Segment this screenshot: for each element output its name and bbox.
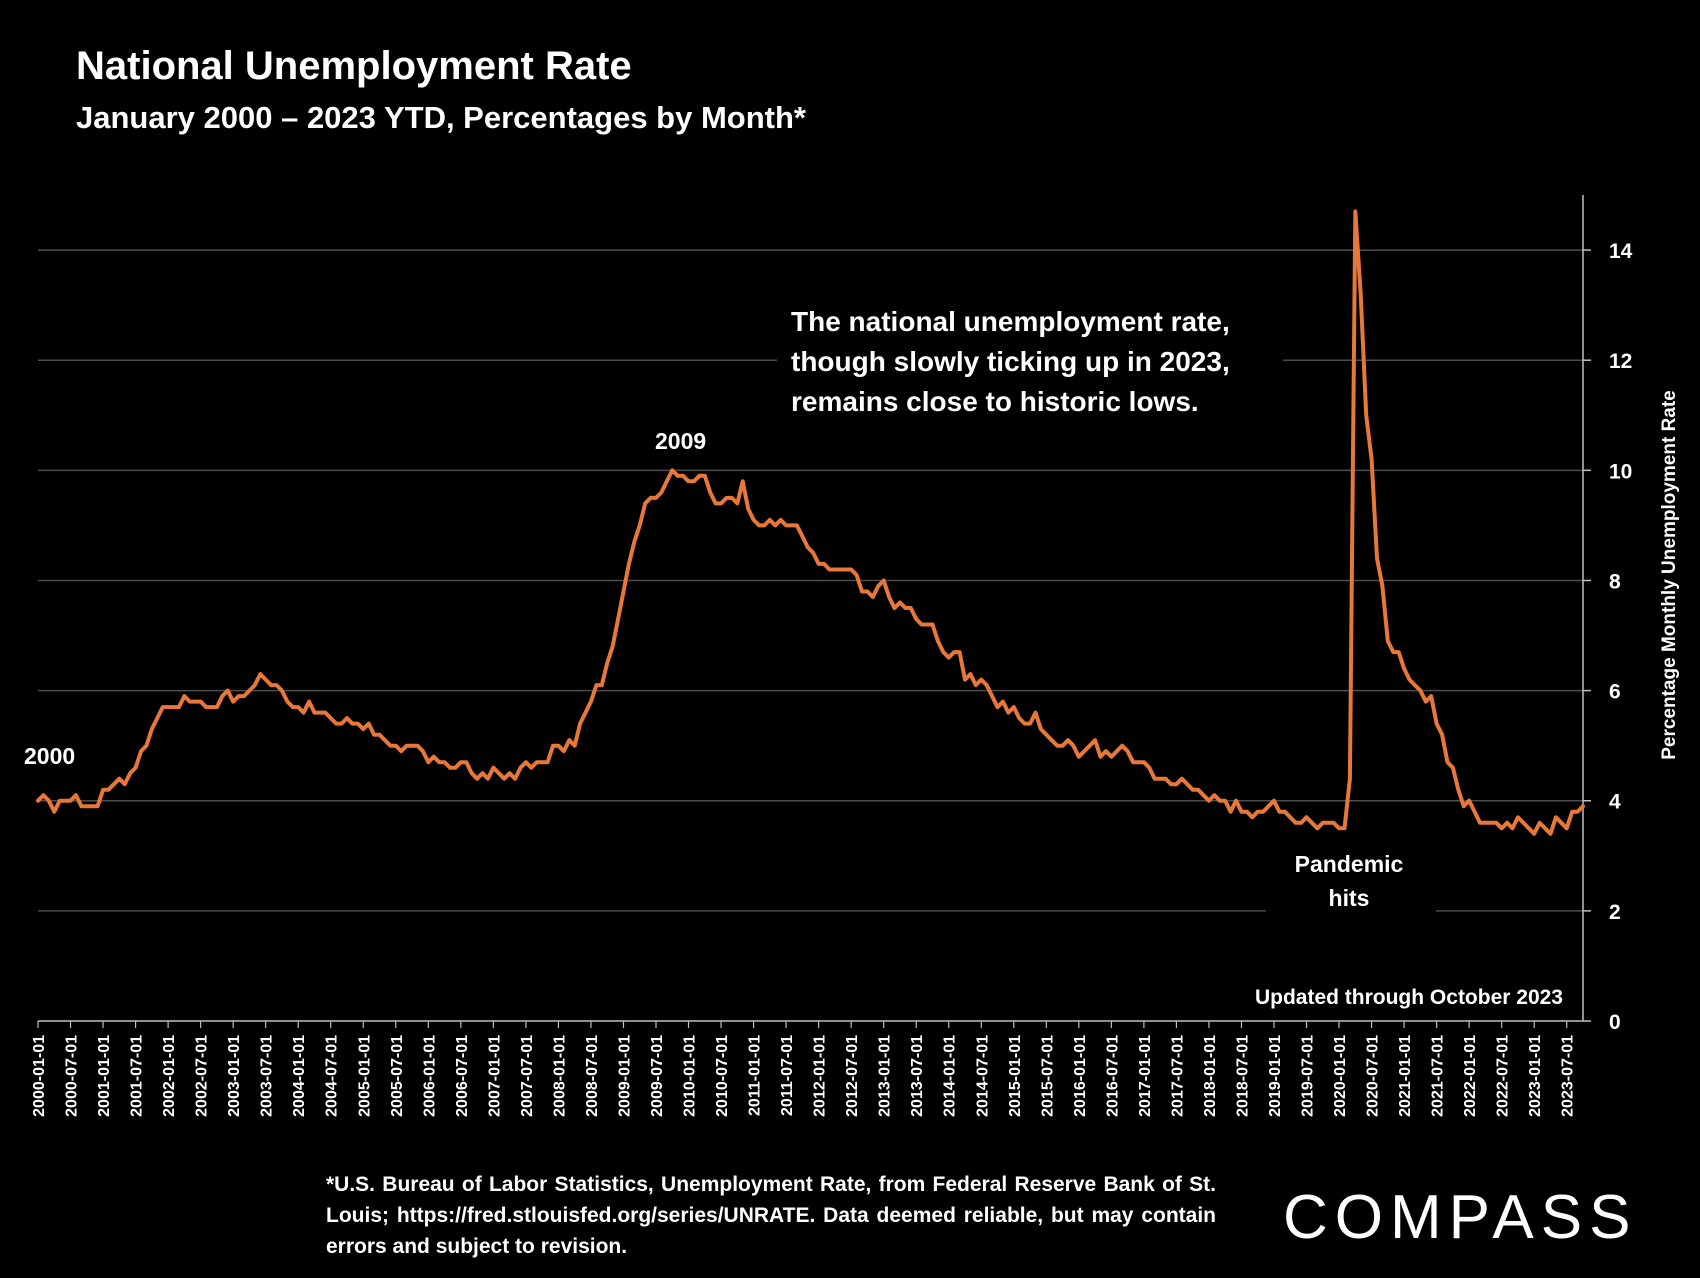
x-tick-label-2000-01-01: 2000-01-01 — [31, 1035, 48, 1117]
x-tick-label-2003-01-01: 2003-01-01 — [226, 1035, 243, 1117]
y-tick-label-8: 8 — [1609, 570, 1621, 593]
x-tick-label-2008-07-01: 2008-07-01 — [584, 1035, 601, 1117]
x-tick-label-2001-07-01: 2001-07-01 — [129, 1035, 146, 1117]
annotation-pandemic-line1: Pandemic — [1295, 851, 1404, 877]
x-tick-label-2005-01-01: 2005-01-01 — [356, 1035, 373, 1117]
x-tick-label-2023-01-01: 2023-01-01 — [1527, 1035, 1544, 1117]
x-tick-label-2011-01-01: 2011-01-01 — [747, 1035, 764, 1116]
source-footnote: *U.S. Bureau of Labor Statistics, Unempl… — [326, 1173, 1216, 1258]
x-tick-labels: 2000-01-01 2000-07-01 2001-01-01 2001-07-01… — [31, 1035, 1577, 1117]
x-tick-label-2007-07-01: 2007-07-01 — [519, 1035, 536, 1117]
x-tick-label-2010-07-01: 2010-07-01 — [714, 1035, 731, 1117]
x-tick-label-2005-07-01: 2005-07-01 — [389, 1035, 406, 1117]
x-tick-label-2021-01-01: 2021-01-01 — [1397, 1035, 1414, 1117]
x-tick-label-2008-01-01: 2008-01-01 — [551, 1035, 568, 1117]
unemployment-line-chart: 0 2 4 6 8 10 12 14 2000-01-01 2000-07-01 2001-01-… — [24, 195, 1680, 1117]
x-tick-label-2013-07-01: 2013-07-01 — [909, 1035, 926, 1117]
x-tick-label-2018-07-01: 2018-07-01 — [1234, 1035, 1251, 1117]
x-tick-label-2004-07-01: 2004-07-01 — [324, 1035, 341, 1117]
annotation-pandemic-line2: hits — [1329, 885, 1370, 911]
x-tick-label-2015-01-01: 2015-01-01 — [1007, 1035, 1024, 1117]
y-tick-label-2: 2 — [1609, 901, 1621, 924]
x-tick-label-2009-07-01: 2009-07-01 — [649, 1035, 666, 1117]
x-tick-label-2016-07-01: 2016-07-01 — [1104, 1035, 1121, 1117]
annotation-message-line2: though slowly ticking up in 2023, — [791, 346, 1230, 377]
series-line-unemployment-rate — [36, 209, 1585, 836]
x-tick-label-2012-01-01: 2012-01-01 — [812, 1035, 829, 1117]
annotation-2009: 2009 — [655, 428, 706, 454]
compass-logo-text: COMPASS — [1283, 1183, 1637, 1250]
x-tick-label-2017-01-01: 2017-01-01 — [1137, 1035, 1154, 1117]
x-tick-label-2019-07-01: 2019-07-01 — [1300, 1035, 1317, 1117]
x-tick-label-2004-01-01: 2004-01-01 — [291, 1035, 308, 1117]
x-tick-label-2002-07-01: 2002-07-01 — [194, 1035, 211, 1117]
x-tick-label-2019-01-01: 2019-01-01 — [1267, 1035, 1284, 1117]
x-tick-label-2012-07-01: 2012-07-01 — [844, 1035, 861, 1117]
y-tick-label-6: 6 — [1609, 681, 1621, 704]
pandemic-backdrop — [1266, 845, 1436, 915]
y-tick-label-14: 14 — [1609, 240, 1633, 263]
page-title: National Unemployment Rate — [76, 44, 632, 88]
x-tick-label-2001-01-01: 2001-01-01 — [96, 1035, 113, 1117]
series-layer — [36, 209, 1585, 836]
annotation-updated: Updated through October 2023 — [1255, 986, 1563, 1009]
x-tick-label-2014-01-01: 2014-01-01 — [942, 1035, 959, 1117]
x-tick-label-2023-07-01: 2023-07-01 — [1560, 1035, 1577, 1117]
annotation-message-line1: The national unemployment rate, — [791, 306, 1230, 337]
x-tick-label-2017-07-01: 2017-07-01 — [1169, 1035, 1186, 1117]
x-tick-label-2020-01-01: 2020-01-01 — [1332, 1035, 1349, 1117]
x-tick-label-2016-01-01: 2016-01-01 — [1072, 1035, 1089, 1117]
annotation-2000: 2000 — [24, 743, 75, 769]
y-tick-label-10: 10 — [1609, 460, 1632, 483]
page-subtitle: January 2000 – 2023 YTD, Percentages by … — [76, 100, 806, 135]
y-tick-label-4: 4 — [1609, 791, 1621, 814]
y-tick-label-12: 12 — [1609, 350, 1632, 373]
y-axis-title: Percentage Monthly Unemployment Rate — [1659, 390, 1680, 760]
y-tick-labels: 0 2 4 6 8 10 12 14 — [1609, 240, 1633, 1034]
x-tick-label-2018-01-01: 2018-01-01 — [1202, 1035, 1219, 1117]
message-backdrop — [777, 298, 1283, 422]
axes — [37, 195, 1591, 1028]
x-tick-label-2006-07-01: 2006-07-01 — [454, 1035, 471, 1117]
x-tick-label-2003-07-01: 2003-07-01 — [259, 1035, 276, 1117]
x-tick-label-2022-01-01: 2022-01-01 — [1462, 1035, 1479, 1117]
x-tick-label-2002-01-01: 2002-01-01 — [161, 1035, 178, 1117]
x-tick-label-2015-07-01: 2015-07-01 — [1039, 1035, 1056, 1117]
x-tick-label-2007-01-01: 2007-01-01 — [486, 1035, 503, 1117]
x-tick-label-2009-01-01: 2009-01-01 — [616, 1035, 633, 1117]
x-tick-label-2022-07-01: 2022-07-01 — [1495, 1035, 1512, 1117]
x-tick-label-2021-07-01: 2021-07-01 — [1430, 1035, 1447, 1117]
x-tick-label-2011-07-01: 2011-07-01 — [779, 1035, 796, 1116]
y-tick-label-0: 0 — [1609, 1011, 1621, 1034]
x-tick-label-2010-01-01: 2010-01-01 — [682, 1035, 699, 1117]
x-tick-label-2013-01-01: 2013-01-01 — [877, 1035, 894, 1117]
annotation-message-line3: remains close to historic lows. — [791, 386, 1199, 417]
compass-logo: COMPASS — [1283, 1183, 1637, 1250]
x-tick-label-2000-07-01: 2000-07-01 — [64, 1035, 81, 1117]
x-tick-label-2020-07-01: 2020-07-01 — [1365, 1035, 1382, 1117]
x-tick-label-2006-01-01: 2006-01-01 — [421, 1035, 438, 1117]
gridlines — [38, 249, 1583, 912]
x-tick-label-2014-07-01: 2014-07-01 — [974, 1035, 991, 1117]
